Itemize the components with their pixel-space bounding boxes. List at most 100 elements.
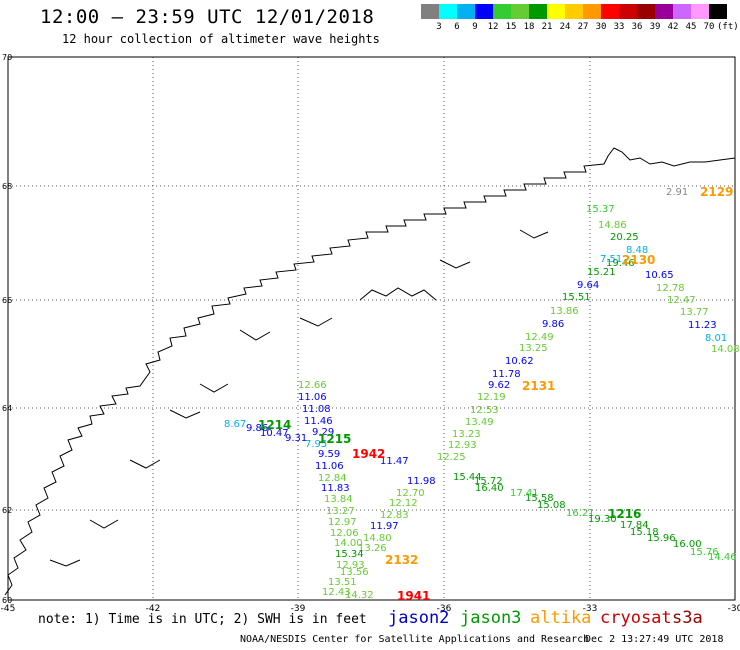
colorbar-label: 70	[703, 22, 715, 32]
colorbar-swatch	[475, 4, 493, 19]
wave-height-value: 13.23	[452, 429, 481, 440]
wave-height-value: 9.64	[577, 280, 599, 291]
wave-height-value: 12.84	[318, 473, 347, 484]
wave-height-value: 13.86	[550, 306, 579, 317]
wave-height-value: 10.62	[505, 356, 534, 367]
wave-height-value: 11.78	[492, 369, 521, 380]
wave-height-value: 8.01	[705, 333, 727, 344]
colorbar-swatch	[493, 4, 511, 19]
colorbar-label: 36	[631, 22, 643, 32]
longitude-label: -42	[146, 604, 161, 614]
latitude-label: 66	[2, 296, 12, 305]
lat-lon-grid	[8, 57, 735, 600]
wave-height-value: 15.37	[586, 204, 615, 215]
coastline-inlets	[49, 229, 549, 567]
wave-height-value: 14.32	[345, 590, 374, 601]
pass-time-label: 1941	[397, 589, 430, 603]
satellite-name: altika	[530, 608, 592, 628]
colorbar-swatch	[619, 4, 637, 19]
colorbar-label: 27	[577, 22, 589, 32]
wave-height-value: 12.70	[396, 488, 425, 499]
wave-height-value: 17.41	[510, 488, 539, 499]
wave-height-value: 9.29	[312, 427, 334, 438]
wave-height-value: 9.86	[542, 319, 564, 330]
wave-height-value: 8.48	[626, 245, 648, 256]
wave-height-value: 12.83	[380, 510, 409, 521]
wave-height-value: 12.53	[470, 405, 499, 416]
pass-time-label: 2130	[622, 253, 655, 267]
pass-time-label: 1942	[352, 447, 385, 461]
wave-height-value: 11.98	[407, 476, 436, 487]
colorbar-label: 42	[667, 22, 679, 32]
satellite-name: jason2	[388, 608, 450, 628]
satellite-name: jason3	[460, 608, 522, 628]
wave-height-value: 13.27	[326, 506, 355, 517]
wave-height-value: 10.65	[645, 270, 674, 281]
colorbar-label: 6	[454, 22, 460, 32]
wave-height-value: 15.21	[587, 267, 616, 278]
longitude-label: -33	[583, 604, 598, 614]
colorbar-swatch	[691, 4, 709, 19]
colorbar-swatch	[655, 4, 673, 19]
wave-height-value: 15.18	[630, 527, 659, 538]
colorbar-swatch	[529, 4, 547, 19]
wave-height-value: 20.25	[610, 232, 639, 243]
wave-height-value: 16.00	[673, 539, 702, 550]
wave-height-value: 10.47	[260, 428, 289, 439]
wave-height-value: 12.97	[328, 517, 357, 528]
wave-height-value: 14.08	[711, 344, 740, 355]
generation-timestamp: Dec 2 13:27:49 UTC 2018	[585, 634, 724, 645]
wave-height-value: 15.58	[525, 493, 554, 504]
latitude-label: 60	[2, 596, 12, 605]
colorbar-swatch	[709, 4, 727, 19]
colorbar-swatch	[457, 4, 475, 19]
wave-height-value: 9.62	[488, 380, 510, 391]
pass-time-label: 1216	[608, 507, 641, 521]
colorbar-swatch	[673, 4, 691, 19]
units-note: note: 1) Time is in UTC; 2) SWH is in fe…	[38, 612, 367, 627]
colorbar-swatch	[583, 4, 601, 19]
wave-height-value: 15.72	[474, 476, 503, 487]
map-subtitle: 12 hour collection of altimeter wave hei…	[62, 32, 380, 46]
wave-height-value: 19.30	[588, 514, 617, 525]
wave-height-value: 8.67	[224, 419, 246, 430]
colorbar-label: 18	[523, 22, 535, 32]
pass-time-label: 1215	[318, 432, 351, 446]
frame-border	[7, 56, 736, 601]
wave-height-value: 7.51	[600, 254, 622, 265]
wave-height-value: 15.96	[647, 533, 676, 544]
wave-height-value: 16.40	[475, 483, 504, 494]
colorbar-swatch	[565, 4, 583, 19]
wave-height-value: 11.08	[302, 404, 331, 415]
colorbar-label: 45	[685, 22, 697, 32]
satellite-name: cryosat	[600, 608, 672, 628]
wave-height-value: 11.06	[315, 461, 344, 472]
map-frame	[7, 56, 736, 601]
wave-height-value: 12.49	[525, 332, 554, 343]
wave-height-value: 14.80	[363, 533, 392, 544]
wave-height-value: 11.46	[304, 416, 333, 427]
colorbar-swatch	[547, 4, 565, 19]
wave-height-value: 13.25	[519, 343, 548, 354]
colorbar-label: 24	[559, 22, 571, 32]
wave-height-value: 15.08	[537, 500, 566, 511]
wave-height-value: 13.51	[328, 577, 357, 588]
colorbar-label: 15	[505, 22, 517, 32]
wave-height-value: 15.34	[335, 549, 364, 560]
wave-height-value: 14.46	[708, 552, 737, 563]
colorbar-label: (ft)	[717, 22, 739, 32]
longitude-label: -39	[291, 604, 306, 614]
pass-time-label: 2129	[700, 185, 733, 199]
wave-height-value: 15.44	[453, 472, 482, 483]
wave-height-value: 9.86	[246, 423, 268, 434]
wave-height-value: 9.31	[285, 433, 307, 444]
wave-height-value: 12.93	[336, 560, 365, 571]
pass-time-label: 1214	[258, 418, 291, 432]
wave-height-value: 12.93	[448, 440, 477, 451]
colorbar-swatch	[421, 4, 439, 19]
greenland-coastline	[4, 147, 736, 596]
colorbar-label: 21	[541, 22, 553, 32]
wave-height-value: 13.49	[465, 417, 494, 428]
